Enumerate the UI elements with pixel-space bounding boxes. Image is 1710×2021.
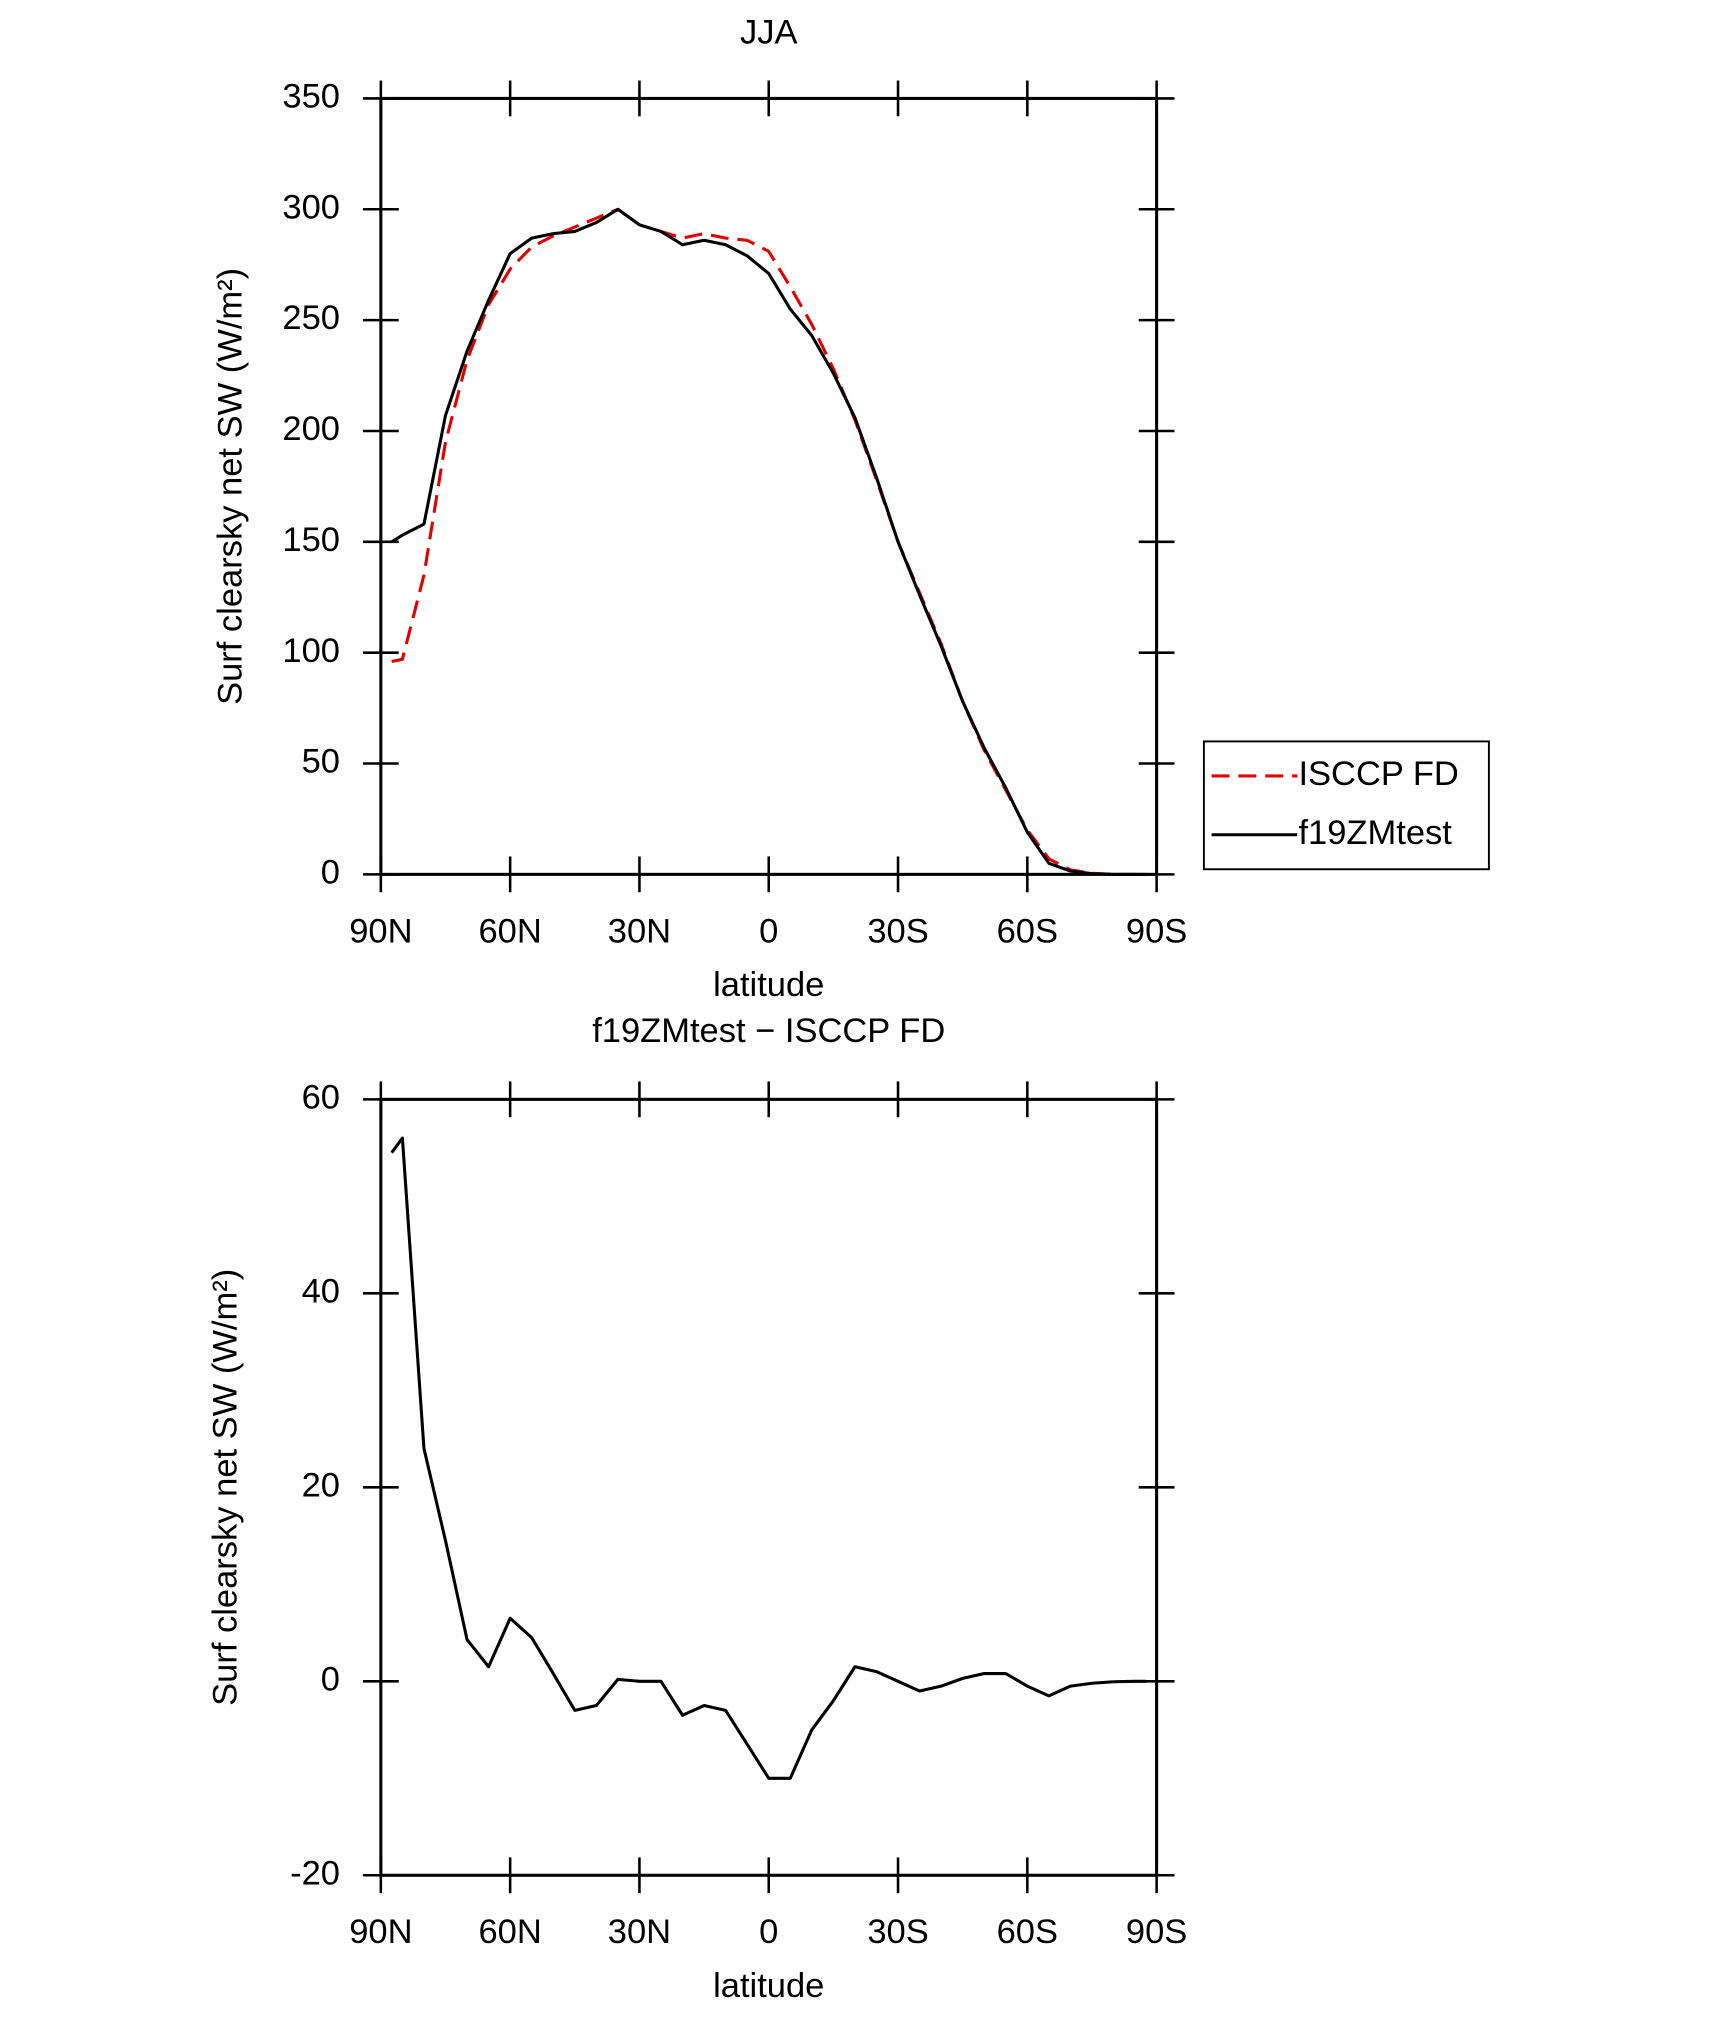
y-tick-label: 150 (282, 521, 340, 559)
y-axis-label: Surf clearsky net SW (W/m²) (207, 1269, 245, 1706)
x-tick-label: 0 (759, 1913, 778, 1951)
y-tick-label: 350 (282, 78, 340, 116)
x-tick-label: 90S (1126, 912, 1187, 950)
y-tick-label: 60 (302, 1078, 340, 1116)
y-axis-label: Surf clearsky net SW (W/m²) (212, 268, 250, 705)
legend-box (1202, 740, 1490, 871)
data-line (390, 1136, 1146, 1780)
data-line (390, 207, 1146, 876)
x-tick-label: 60N (479, 912, 542, 950)
y-tick-label: 100 (282, 632, 340, 670)
y-tick-label: 20 (302, 1466, 340, 1504)
x-tick-label: 60N (479, 1913, 542, 1951)
y-tick-label: 250 (282, 299, 340, 337)
chart-title: JJA (740, 14, 798, 52)
x-tick-label: 60S (997, 1913, 1058, 1951)
legend-label: f19ZMtest (1298, 814, 1452, 852)
x-tick-label: 30N (608, 1913, 671, 1951)
x-tick-label: 30S (867, 912, 928, 950)
x-axis-label: latitude (713, 1967, 824, 2005)
plot-frame (379, 96, 1159, 876)
chart-title: f19ZMtest − ISCCP FD (592, 1012, 945, 1050)
x-tick-label: 30S (867, 1913, 928, 1951)
y-tick-label: 0 (321, 1660, 340, 1698)
y-tick-label: 200 (282, 410, 340, 448)
x-tick-label: 30N (608, 912, 671, 950)
legend-label: ISCCP FD (1298, 755, 1458, 793)
plot-frame (379, 1097, 1159, 1877)
x-tick-label: 90N (349, 912, 412, 950)
y-tick-label: 50 (302, 743, 340, 781)
y-tick-label: -20 (290, 1854, 340, 1892)
x-tick-label: 90S (1126, 1913, 1187, 1951)
data-line (391, 207, 1146, 876)
y-tick-label: 300 (282, 188, 340, 226)
y-tick-label: 0 (321, 853, 340, 891)
x-tick-label: 0 (759, 912, 778, 950)
y-tick-label: 40 (302, 1272, 340, 1310)
x-tick-label: 60S (997, 912, 1058, 950)
x-tick-label: 90N (349, 1913, 412, 1951)
x-axis-label: latitude (713, 966, 824, 1004)
